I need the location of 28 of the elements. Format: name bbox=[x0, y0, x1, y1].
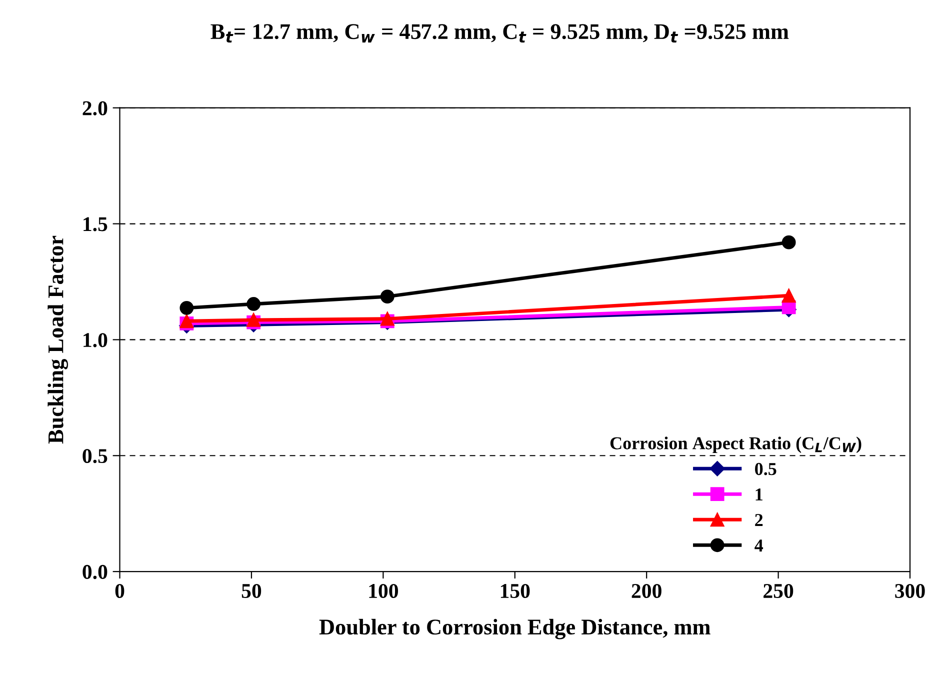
point bbox=[782, 235, 796, 250]
x-tick-label: 50 bbox=[242, 584, 262, 598]
point bbox=[380, 290, 394, 304]
x-tick-label: 300 bbox=[895, 584, 925, 598]
x-tick-label: 100 bbox=[369, 584, 398, 598]
x-axis-title: Doubler to Corrosion Edge Distance, mm bbox=[319, 618, 710, 640]
y-tick-label: 0.5 bbox=[82, 449, 108, 464]
legend-label: 0.5 bbox=[755, 462, 776, 476]
point bbox=[782, 288, 796, 303]
x-tick-label: 200 bbox=[632, 584, 662, 598]
y-axis-title: Buckling Load Factor bbox=[48, 236, 68, 444]
point bbox=[246, 313, 261, 327]
legend-label: 2 bbox=[755, 514, 763, 526]
y-tick-label: 1.5 bbox=[84, 217, 108, 232]
point bbox=[180, 314, 194, 328]
y-tick-label: 0.0 bbox=[82, 564, 108, 580]
x-tick-label: 250 bbox=[764, 584, 794, 598]
point bbox=[246, 297, 261, 311]
x-tick-label: 150 bbox=[500, 584, 530, 598]
legend-title: Corrosion Aspect Ratio (C$_{L}$/C$_{W}$) bbox=[610, 436, 862, 454]
y-tick-label: 2.0 bbox=[82, 101, 108, 116]
y-tick-label: 1.0 bbox=[84, 333, 108, 348]
point bbox=[180, 300, 194, 315]
legend-label: 1 bbox=[756, 488, 762, 500]
chart-title: B$_{t}$= 12.7 mm, C$_{w}$ = 457.2 mm, C$_{t}$ = 9.525 mm, D$_{t}$ =9.525 mm bbox=[210, 24, 789, 43]
point bbox=[380, 312, 394, 326]
legend-label: 4 bbox=[754, 540, 764, 552]
x-tick-label: 0 bbox=[115, 584, 124, 598]
